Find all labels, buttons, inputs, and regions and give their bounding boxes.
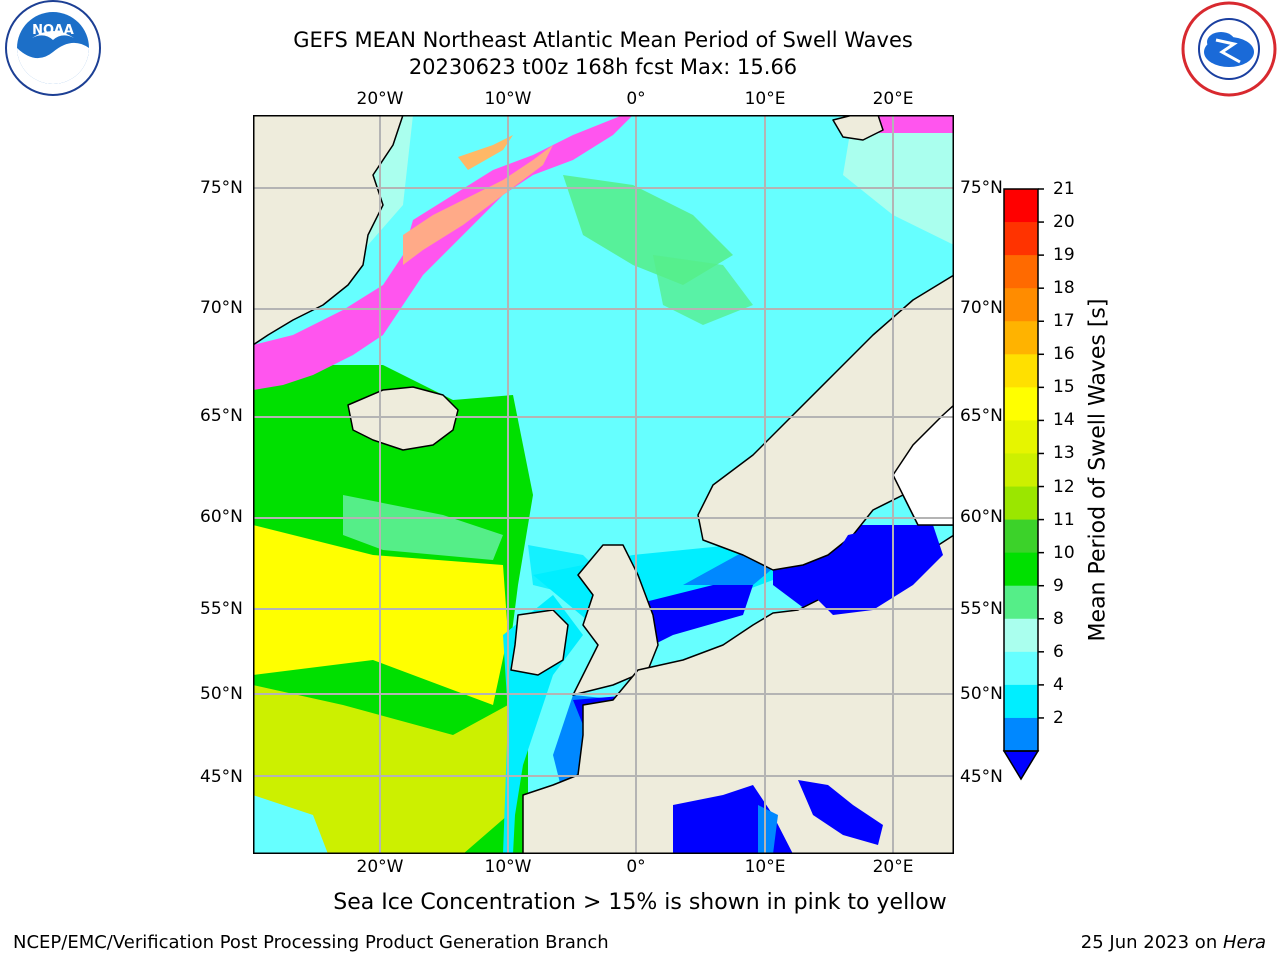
colorbar-extend-min bbox=[1002, 750, 1040, 781]
colorbar-tick-label: 20 bbox=[1053, 212, 1075, 233]
lat-tick-left: 45°N bbox=[200, 767, 243, 787]
caption: Sea Ice Concentration > 15% is shown in … bbox=[333, 890, 947, 915]
colorbar-segment bbox=[1004, 651, 1038, 686]
colorbar-tick-label: 18 bbox=[1053, 278, 1075, 299]
lat-tick-right: 70°N bbox=[960, 298, 1003, 318]
colorbar-tick-label: 4 bbox=[1053, 674, 1064, 695]
svg-text:NOAA: NOAA bbox=[32, 23, 74, 38]
mediterranean bbox=[673, 780, 883, 854]
colorbar-tick-label: 14 bbox=[1053, 410, 1075, 431]
colorbar-tick-label: 11 bbox=[1053, 509, 1075, 530]
lon-tick-top: 20°E bbox=[872, 89, 914, 109]
lon-tick-bottom: 10°E bbox=[744, 857, 786, 877]
colorbar-segment bbox=[1004, 486, 1038, 521]
lat-tick-left: 60°N bbox=[200, 507, 243, 527]
colorbar-segment bbox=[1004, 618, 1038, 653]
lat-tick-left: 55°N bbox=[200, 599, 243, 619]
colorbar-tick-label: 13 bbox=[1053, 443, 1075, 464]
lat-tick-right: 55°N bbox=[960, 599, 1003, 619]
lon-tick-bottom: 0° bbox=[626, 857, 646, 877]
colorbar bbox=[1002, 188, 1044, 781]
lat-tick-right: 50°N bbox=[960, 684, 1003, 704]
colorbar-segment bbox=[1004, 552, 1038, 587]
lon-tick-bottom: 20°E bbox=[872, 857, 914, 877]
lon-tick-top: 20°W bbox=[356, 89, 404, 109]
lon-tick-bottom: 20°W bbox=[356, 857, 404, 877]
colorbar-segment bbox=[1004, 288, 1038, 322]
colorbar-segment bbox=[1004, 453, 1038, 488]
lon-tick-bottom: 10°W bbox=[484, 857, 532, 877]
colorbar-segment bbox=[1004, 189, 1038, 223]
colorbar-segment bbox=[1004, 717, 1038, 752]
colorbar-tick-label: 15 bbox=[1053, 377, 1075, 398]
colorbar-tick-label: 16 bbox=[1053, 344, 1075, 365]
colorbar-tick-label: 21 bbox=[1053, 179, 1075, 199]
graticule bbox=[253, 115, 954, 854]
colorbar-tick-label: 9 bbox=[1053, 575, 1064, 596]
colorbar-tick-label: 2 bbox=[1053, 707, 1064, 728]
colorbar-segment bbox=[1004, 585, 1038, 620]
colorbar-tick-label: 6 bbox=[1053, 641, 1064, 662]
lat-tick-right: 75°N bbox=[960, 178, 1003, 198]
footer-host: Hera bbox=[1222, 932, 1266, 953]
lon-tick-top: 10°W bbox=[484, 89, 532, 109]
colorbar-segment bbox=[1004, 222, 1038, 256]
noaa-logo: NOAA bbox=[5, 0, 101, 96]
lat-tick-right: 45°N bbox=[960, 767, 1003, 787]
footer-date: 25 Jun 2023 on Hera bbox=[1081, 932, 1266, 953]
baltic-sea bbox=[813, 525, 943, 615]
colorbar-tick-label: 19 bbox=[1053, 245, 1075, 266]
colorbar-frame bbox=[1003, 188, 1039, 752]
lat-tick-right: 60°N bbox=[960, 507, 1003, 527]
footer-date-text: 25 Jun 2023 on bbox=[1080, 932, 1223, 953]
map-panel bbox=[253, 115, 954, 854]
colorbar-tick-label: 12 bbox=[1053, 476, 1075, 497]
chart-subtitle: 20230623 t00z 168h fcst Max: 15.66 bbox=[408, 55, 798, 79]
colorbar-segment bbox=[1004, 321, 1038, 355]
colorbar-segment bbox=[1004, 519, 1038, 554]
lat-tick-left: 70°N bbox=[200, 298, 243, 318]
lon-tick-top: 0° bbox=[626, 89, 646, 109]
lon-tick-top: 10°E bbox=[744, 89, 786, 109]
colorbar-segment bbox=[1004, 420, 1038, 454]
colorbar-tick-label: 8 bbox=[1053, 608, 1064, 629]
colorbar-tick-label: 17 bbox=[1053, 311, 1075, 332]
map-frame bbox=[253, 115, 954, 854]
colorbar-segment bbox=[1004, 684, 1038, 719]
chart-title: GEFS MEAN Northeast Atlantic Mean Period… bbox=[293, 28, 913, 52]
nws-logo bbox=[1181, 1, 1277, 97]
colorbar-segment bbox=[1004, 255, 1038, 289]
colorbar-label: Mean Period of Swell Waves [s] bbox=[1085, 298, 1111, 642]
lat-tick-left: 75°N bbox=[200, 178, 243, 198]
colorbar-segment bbox=[1004, 354, 1038, 388]
colorbar-segment bbox=[1004, 387, 1038, 421]
gulf-of-bothnia bbox=[892, 403, 954, 526]
lat-tick-left: 50°N bbox=[200, 684, 243, 704]
colorbar-tick-label: 10 bbox=[1053, 542, 1075, 563]
footer-credit: NCEP/EMC/Verification Post Processing Pr… bbox=[13, 932, 609, 953]
lat-tick-right: 65°N bbox=[960, 406, 1003, 426]
lat-tick-left: 65°N bbox=[200, 406, 243, 426]
